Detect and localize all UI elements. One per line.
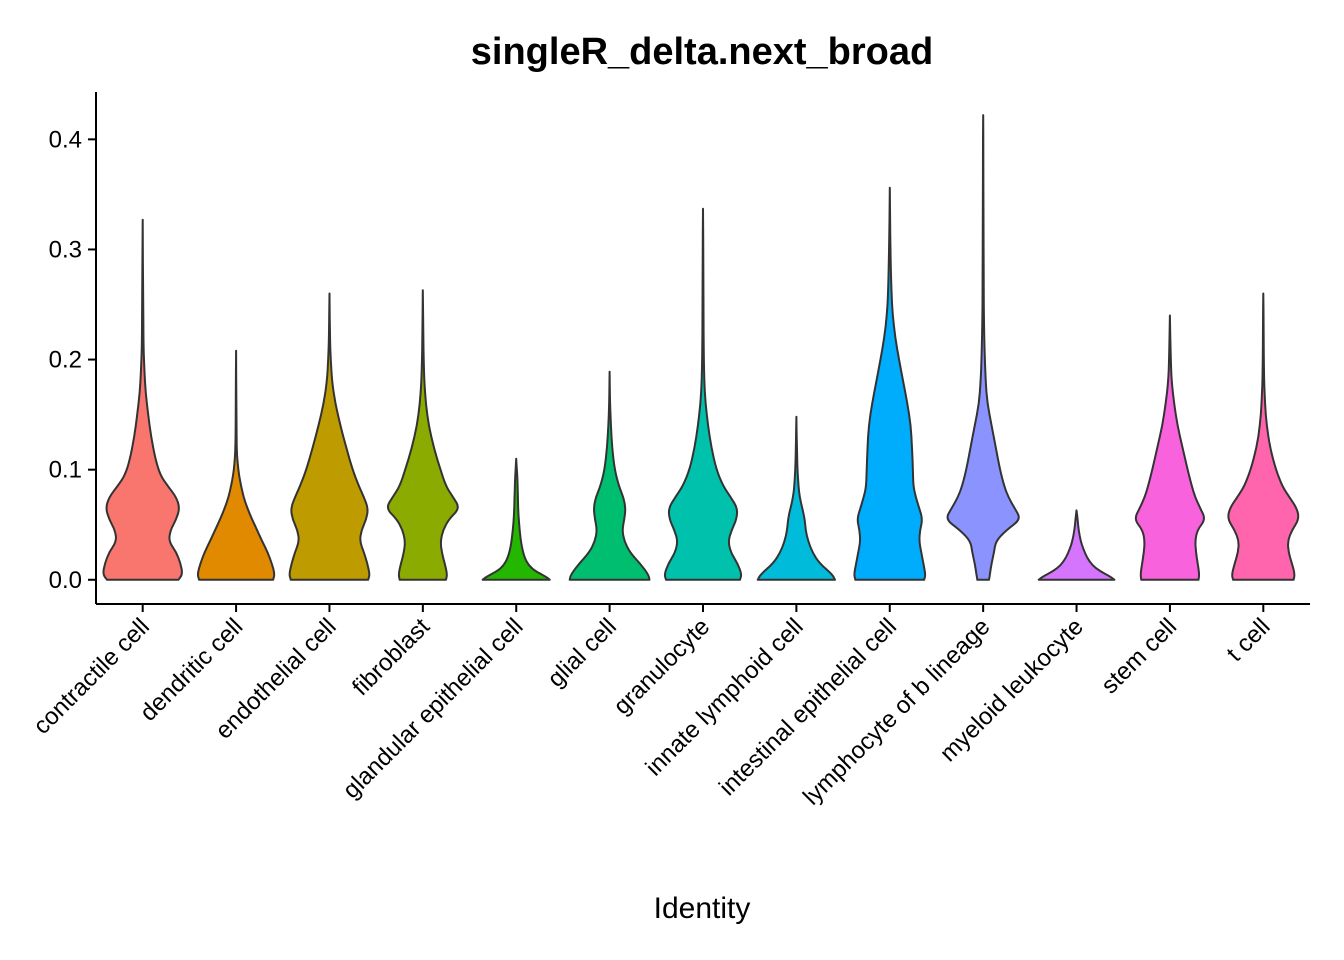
violin-innate-lymphoid-cell bbox=[756, 415, 836, 581]
violin-t-cell bbox=[1227, 292, 1300, 581]
violin-glial-cell bbox=[568, 370, 651, 581]
x-tick-label-fibroblast: fibroblast bbox=[347, 613, 435, 701]
violin-stem-cell bbox=[1134, 314, 1205, 581]
y-tick-label: 0.0 bbox=[49, 567, 82, 594]
violin-granulocyte bbox=[663, 207, 743, 581]
x-tick-label-glandular-epithelial-cell: glandular epithelial cell bbox=[338, 613, 529, 804]
violin-contractile-cell bbox=[102, 218, 183, 581]
x-tick-label-innate-lymphoid-cell: innate lymphoid cell bbox=[640, 613, 808, 781]
x-axis-title: Identity bbox=[654, 892, 751, 925]
y-tick-label: 0.1 bbox=[49, 457, 82, 484]
x-tick-label-stem-cell: stem cell bbox=[1096, 613, 1182, 699]
x-tick-label-t-cell: t cell bbox=[1222, 613, 1276, 667]
violin-glandular-epithelial-cell bbox=[481, 457, 551, 581]
y-tick-label: 0.2 bbox=[49, 347, 82, 374]
violin-myeloid-leukocyte bbox=[1037, 509, 1116, 581]
violin-intestinal-epithelial-cell bbox=[853, 186, 927, 581]
x-tick-label-lymphocyte-of-b-lineage: lymphocyte of b lineage bbox=[798, 613, 995, 810]
x-tick-label-intestinal-epithelial-cell: intestinal epithelial cell bbox=[714, 613, 902, 801]
x-tick-label-glial-cell: glial cell bbox=[542, 613, 621, 692]
violin-lymphocyte-of-b-lineage bbox=[946, 114, 1020, 581]
violin-fibroblast bbox=[386, 289, 459, 581]
violin-endothelial-cell bbox=[288, 292, 371, 581]
chart-title: singleR_delta.next_broad bbox=[471, 31, 933, 73]
y-tick-label: 0.3 bbox=[49, 236, 82, 263]
x-tick-label-contractile-cell: contractile cell bbox=[28, 613, 155, 740]
violins bbox=[102, 114, 1300, 581]
y-axis: 0.0 0.1 0.2 0.3 0.4 bbox=[49, 92, 97, 604]
violin-dendritic-cell bbox=[196, 349, 276, 581]
y-tick-label: 0.4 bbox=[49, 126, 82, 153]
